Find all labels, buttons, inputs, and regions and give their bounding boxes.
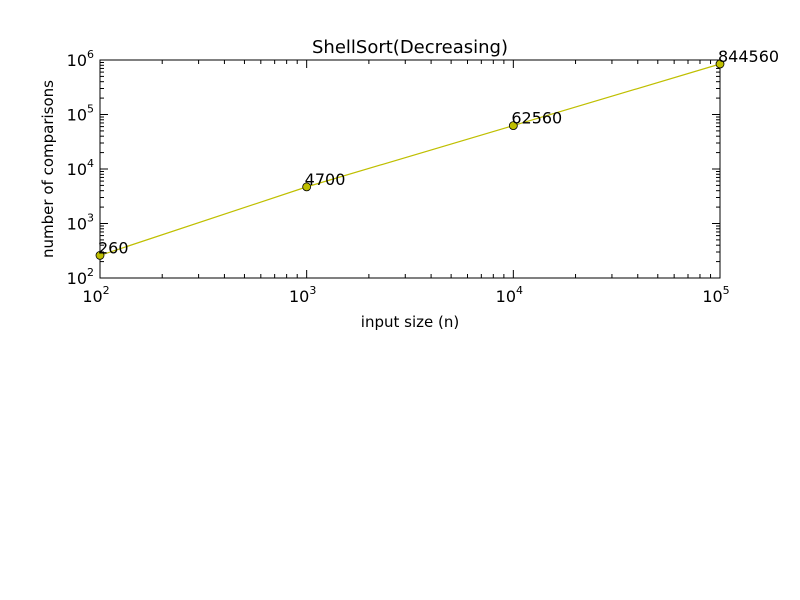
y-axis-label: number of comparisons xyxy=(39,80,57,258)
data-label: 844560 xyxy=(718,47,779,66)
data-label: 62560 xyxy=(511,109,562,128)
x-tick-labels: 102 103 104 105 xyxy=(82,284,729,306)
y-tick-labels: 102 103 104 105 106 xyxy=(67,48,94,288)
x-tick-label: 104 xyxy=(496,284,523,306)
y-tick-label: 104 xyxy=(67,157,94,179)
minor-ticks xyxy=(100,60,720,278)
data-point xyxy=(95,250,105,260)
y-tick-label: 102 xyxy=(67,266,94,288)
x-tick-label: 105 xyxy=(702,284,729,306)
x-axis-label: input size (n) xyxy=(361,313,459,331)
data-point xyxy=(302,182,312,192)
major-ticks xyxy=(99,59,721,279)
x-tick-label: 103 xyxy=(289,284,316,306)
x-tick-label: 102 xyxy=(82,284,109,306)
y-tick-label: 106 xyxy=(67,48,94,70)
data-point xyxy=(715,59,725,69)
y-tick-label: 105 xyxy=(67,103,94,125)
chart-title: ShellSort(Decreasing) xyxy=(312,37,508,58)
data-label: 4700 xyxy=(305,170,346,189)
data-point xyxy=(508,121,518,131)
data-label: 260 xyxy=(98,238,129,257)
series: 260 4700 62560 844560 xyxy=(95,47,779,260)
series-line xyxy=(99,63,721,256)
y-tick-label: 103 xyxy=(67,212,94,234)
plot-area xyxy=(99,59,721,279)
